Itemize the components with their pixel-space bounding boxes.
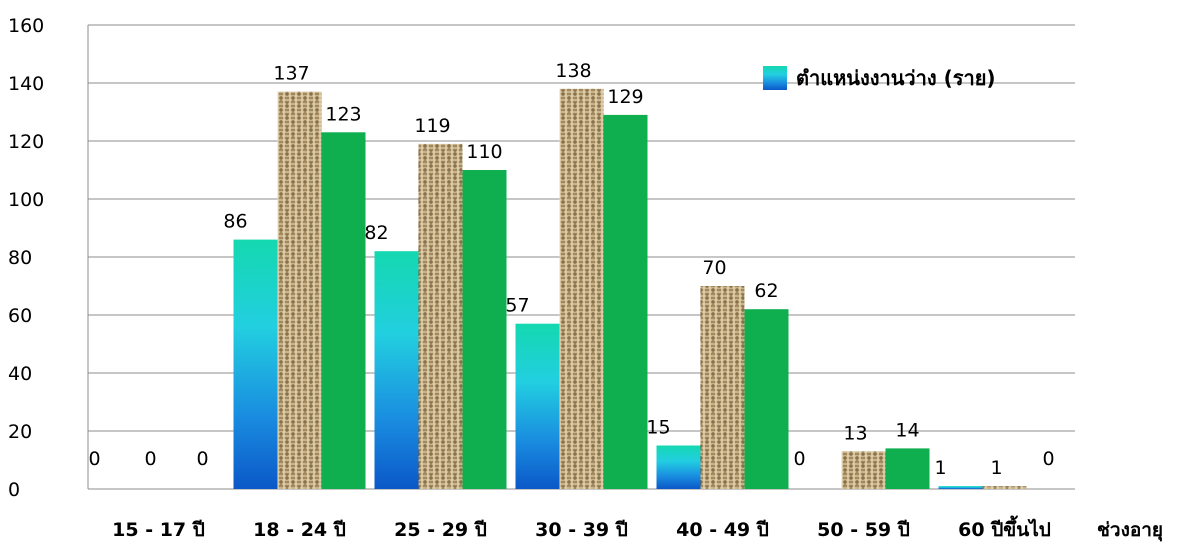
bar-series-2 <box>277 91 322 489</box>
bar-series-1 <box>938 486 983 489</box>
y-tick-label: 100 <box>8 189 44 211</box>
bar-series-1 <box>233 239 278 489</box>
x-tick-label: 30 - 39 ปี <box>535 519 628 541</box>
y-tick-label: 140 <box>8 73 44 95</box>
bar-series-3 <box>462 170 507 489</box>
bar-series-2 <box>418 143 463 489</box>
data-label: 0 <box>1042 448 1054 470</box>
legend-swatch <box>763 66 787 90</box>
bar-series-1 <box>374 251 419 489</box>
data-label: 62 <box>754 280 778 302</box>
data-label: 1 <box>990 457 1002 479</box>
y-tick-label: 20 <box>8 421 32 443</box>
bar-series-3 <box>744 309 789 489</box>
x-tick-label: 18 - 24 ปี <box>253 519 346 541</box>
bar-series-2 <box>700 286 745 489</box>
bar-series-2 <box>982 486 1027 489</box>
y-tick-label: 0 <box>8 479 20 501</box>
bar-series-1 <box>656 445 701 489</box>
data-label: 82 <box>364 222 388 244</box>
data-label: 13 <box>843 422 867 444</box>
data-label: 86 <box>223 211 247 233</box>
y-tick-label: 80 <box>8 247 32 269</box>
bar-series-1 <box>515 323 560 489</box>
data-label: 14 <box>895 419 919 441</box>
data-label: 129 <box>607 86 643 108</box>
x-tick-label: 25 - 29 ปี <box>394 519 487 541</box>
data-label: 70 <box>702 257 726 279</box>
x-tick-label: 50 - 59 ปี <box>817 519 910 541</box>
data-label: 119 <box>414 115 450 137</box>
x-tick-label: 15 - 17 ปี <box>112 519 205 541</box>
y-tick-label: 40 <box>8 363 32 385</box>
x-axis-title: ช่วงอายุ <box>1097 519 1163 542</box>
y-tick-label: 160 <box>8 15 44 37</box>
legend-label: ตำแหน่งงานว่าง (ราย) <box>796 66 996 90</box>
y-tick-label: 120 <box>8 131 44 153</box>
data-label: 57 <box>505 295 529 317</box>
y-tick-label: 60 <box>8 305 32 327</box>
data-label: 138 <box>555 60 591 82</box>
bar-series-2 <box>559 88 604 490</box>
bar-series-3 <box>603 114 648 490</box>
bar-series-3 <box>321 132 366 490</box>
data-label: 137 <box>273 63 309 85</box>
data-label: 15 <box>646 417 670 439</box>
bar-series-2 <box>841 451 886 489</box>
data-label: 0 <box>196 448 208 470</box>
data-label: 0 <box>144 448 156 470</box>
data-label: 1 <box>934 457 946 479</box>
data-label: 123 <box>325 103 361 125</box>
data-label: 0 <box>793 448 805 470</box>
bar-series-3 <box>885 448 930 489</box>
legend-item: ตำแหน่งงานว่าง (ราย) <box>763 66 996 90</box>
data-label: 110 <box>466 141 502 163</box>
x-tick-label: 60 ปีขึ้นไป <box>958 515 1051 541</box>
x-tick-label: 40 - 49 ปี <box>676 519 769 541</box>
data-label: 0 <box>88 448 100 470</box>
